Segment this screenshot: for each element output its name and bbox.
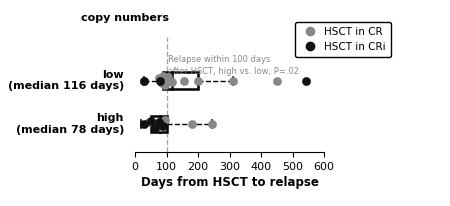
Bar: [151, 116, 166, 132]
Text: low
(median 116 days): low (median 116 days): [8, 70, 124, 91]
Text: Relapse within 100 days
after HSCT, high vs. low, P=.02: Relapse within 100 days after HSCT, high…: [168, 55, 299, 76]
X-axis label: Days from HSCT to relapse: Days from HSCT to relapse: [140, 176, 319, 189]
Bar: [163, 72, 198, 89]
Legend: HSCT in CR, HSCT in CRi: HSCT in CR, HSCT in CRi: [295, 21, 391, 57]
Text: high
(median 78 days): high (median 78 days): [15, 113, 124, 135]
Text: copy numbers: copy numbers: [81, 13, 169, 23]
